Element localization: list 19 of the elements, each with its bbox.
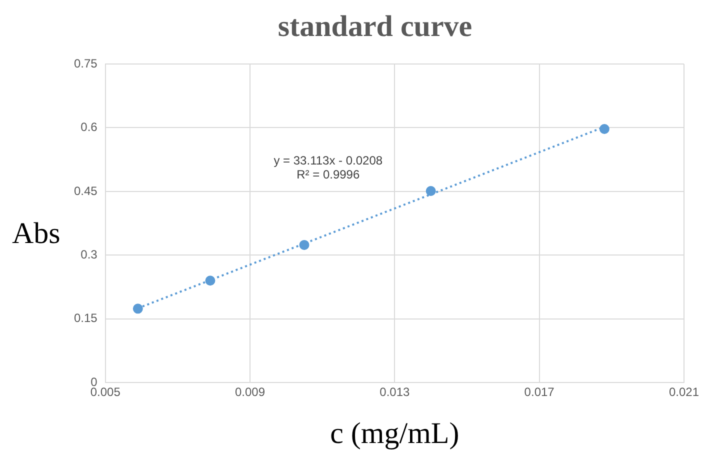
x-tick-label: 0.017: [524, 385, 555, 400]
y-tick-label: 0.15: [74, 311, 98, 326]
x-tick-label: 0.009: [234, 385, 266, 400]
annotation: y = 33.113x - 0.0208: [274, 153, 383, 168]
point: [599, 124, 610, 134]
point: [299, 240, 310, 250]
y-axis-title: Abs: [12, 217, 60, 250]
y-tick-label: 0.3: [80, 247, 98, 262]
chart-title: standard curve: [278, 10, 472, 43]
point: [132, 304, 143, 314]
y-tick-label: 0.75: [74, 56, 98, 70]
point: [426, 186, 436, 196]
x-tick-label: 0.021: [668, 385, 700, 400]
x-axis-title: c (mg/mL): [330, 416, 460, 450]
y-tick-label: 0.6: [80, 120, 98, 134]
annotation: R² = 0.9996: [296, 167, 360, 182]
x-tick-label: 0.013: [380, 385, 410, 400]
point: [205, 276, 216, 286]
y-tick-label: 0.45: [74, 184, 98, 198]
